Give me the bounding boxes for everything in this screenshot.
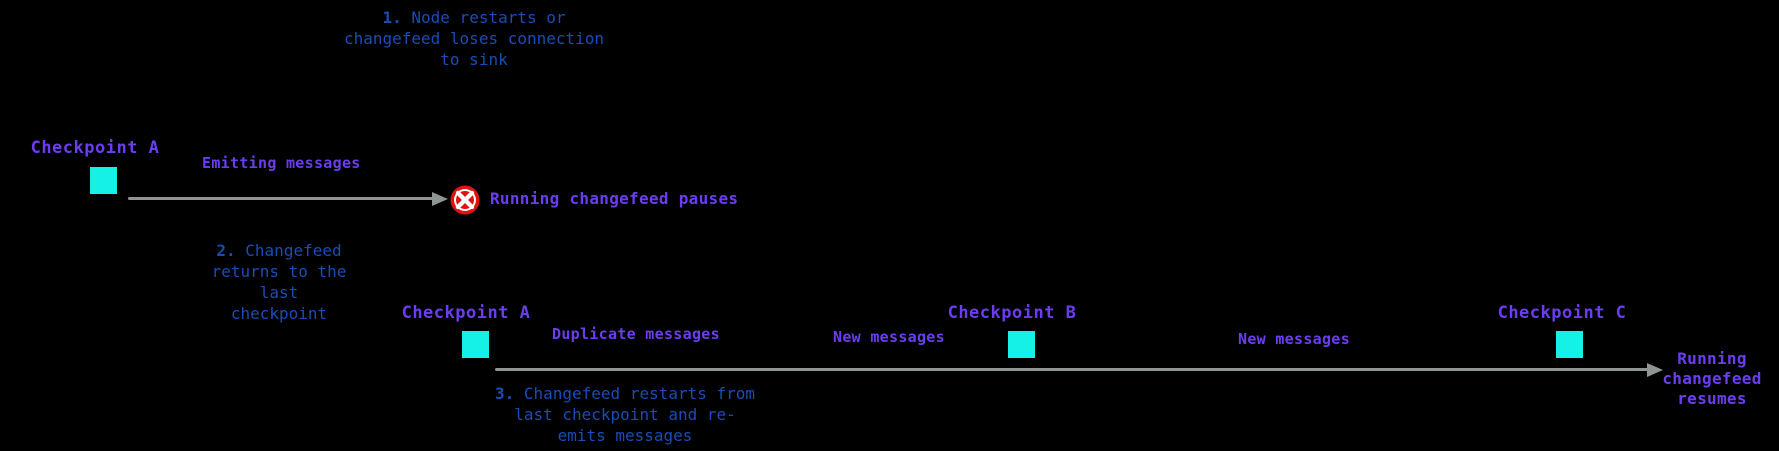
- step-1-number: 1.: [382, 8, 402, 27]
- timeline2-checkpoint-a-marker: [462, 331, 489, 358]
- step-3-note: 3. Changefeed restarts from last checkpo…: [455, 383, 795, 446]
- step-2-note: 2. Changefeed returns to the last checkp…: [159, 240, 399, 324]
- timeline2-checkpoint-b-marker: [1008, 331, 1035, 358]
- timeline1-arrowhead-icon: [432, 192, 448, 206]
- duplicate-messages-label: Duplicate messages: [552, 325, 720, 343]
- step-2-line-1: 2. Changefeed: [216, 241, 342, 260]
- running-changefeed-resumes-label: Running changefeed resumes: [1662, 349, 1762, 408]
- step-3-line-1: 3. Changefeed restarts from: [494, 384, 756, 403]
- step-3-number: 3.: [494, 384, 515, 403]
- timeline2-arrow-line: [495, 368, 1648, 371]
- step-2-line-3: last: [259, 283, 299, 302]
- step-2-line-2: returns to the: [211, 262, 347, 281]
- timeline2-checkpoint-b-label: Checkpoint B: [947, 303, 1077, 323]
- step-1-line-2: changefeed loses connection: [343, 29, 605, 48]
- timeline2-checkpoint-c-label: Checkpoint C: [1497, 303, 1627, 323]
- step-3-line-2: last checkpoint and re-: [514, 405, 736, 424]
- timeline2-checkpoint-c-marker: [1556, 331, 1583, 358]
- step-2-line-4: checkpoint: [230, 304, 328, 323]
- timeline1-checkpoint-a-marker: [90, 167, 117, 194]
- step-1-line-1: 1. Node restarts or: [382, 8, 566, 27]
- crossed-circle-error-icon: [450, 185, 480, 215]
- step-3-line-3: emits messages: [557, 426, 693, 445]
- timeline1-checkpoint-a-label: Checkpoint A: [30, 138, 160, 158]
- step-1-line-3: to sink: [440, 50, 508, 69]
- step-1-note: 1. Node restarts or changefeed loses con…: [294, 7, 654, 70]
- running-changefeed-pauses-label: Running changefeed pauses: [490, 189, 739, 208]
- new-messages-label-2: New messages: [1238, 330, 1350, 348]
- timeline1-arrow-line: [128, 197, 433, 200]
- timeline2-checkpoint-a-label: Checkpoint A: [401, 303, 531, 323]
- step-2-number: 2.: [216, 241, 236, 260]
- timeline2-arrowhead-icon: [1647, 363, 1663, 377]
- emitting-messages-label: Emitting messages: [202, 154, 361, 172]
- new-messages-label-1: New messages: [833, 328, 945, 346]
